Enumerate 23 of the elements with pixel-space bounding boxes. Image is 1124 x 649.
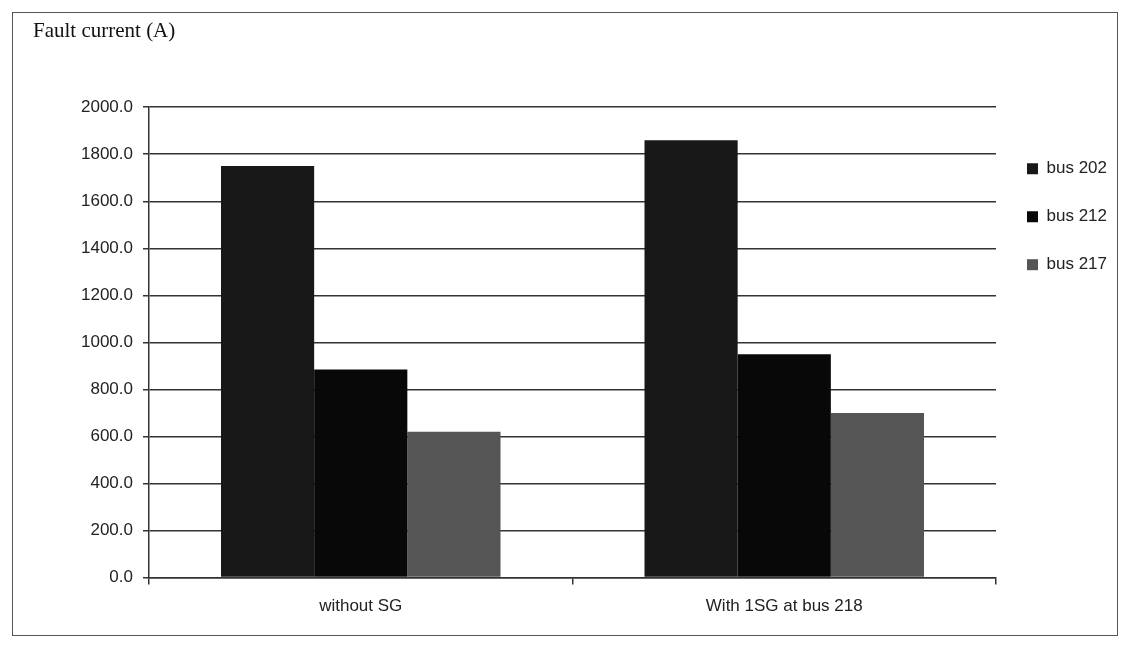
y-tick-label: 1400.0: [81, 238, 133, 258]
x-tick-label: without SG: [318, 596, 403, 616]
y-tick-label: 1600.0: [81, 190, 133, 210]
y-tick-label: 0.0: [109, 567, 133, 587]
y-tick-label: 1800.0: [81, 143, 133, 163]
y-tick-label: 1000.0: [81, 332, 133, 352]
bar: [407, 431, 501, 577]
legend-label: bus 217: [1046, 254, 1107, 274]
bar: [644, 140, 738, 577]
legend-label: bus 202: [1046, 158, 1107, 178]
y-tick-label: 1200.0: [81, 285, 133, 305]
legend-label: bus 212: [1046, 206, 1107, 226]
y-axis-title: Fault current (A): [33, 18, 176, 43]
y-tick-label: 2000.0: [81, 96, 133, 116]
y-tick-label: 200.0: [90, 520, 133, 540]
bar: [830, 412, 925, 577]
y-tick-label: 800.0: [90, 379, 133, 399]
bar: [221, 166, 315, 577]
x-tick-label: With 1SG at bus 218: [705, 596, 863, 616]
bar: [314, 369, 408, 577]
y-tick-label: 400.0: [90, 473, 133, 493]
bar: [737, 354, 831, 577]
y-tick-label: 600.0: [90, 426, 133, 446]
